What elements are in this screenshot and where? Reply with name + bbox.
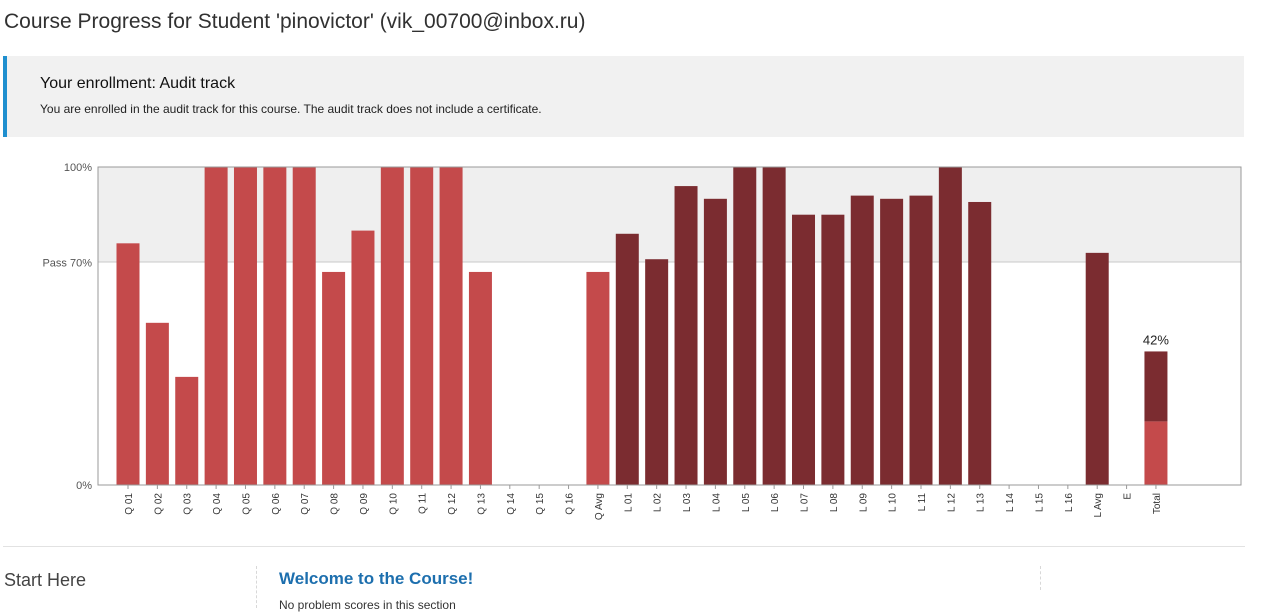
- divider: [3, 546, 1245, 547]
- bar-l-12: [938, 167, 962, 485]
- bar-q-03: [175, 376, 199, 485]
- x-tick-label: Q 14: [506, 493, 517, 515]
- bar-l-11: [909, 195, 933, 485]
- x-tick-label: L 15: [1034, 493, 1045, 513]
- x-tick-label: Q 11: [418, 493, 429, 514]
- total-bar-l-segment: [1144, 351, 1168, 422]
- x-tick-label: Q 16: [565, 493, 576, 515]
- x-tick-label: L 04: [711, 493, 722, 513]
- x-tick-label: Q 01: [124, 493, 135, 515]
- x-tick-label: L 11: [917, 493, 928, 512]
- x-tick-label: Q 03: [183, 493, 194, 515]
- enrollment-banner: Your enrollment: Audit track You are enr…: [3, 56, 1244, 137]
- x-tick-label: Q 07: [300, 493, 311, 515]
- plot-frame: [97, 166, 1242, 486]
- bar-l-13: [968, 201, 992, 486]
- bar-q-02: [145, 322, 169, 485]
- subsection-link[interactable]: Welcome to the Course!: [279, 569, 474, 588]
- x-tick-label: L 01: [623, 493, 634, 513]
- bar-l-09: [850, 195, 874, 485]
- x-tick-label: Q 10: [388, 493, 399, 515]
- x-tick-label: L 12: [946, 493, 957, 513]
- y-tick-label: Pass 70%: [42, 257, 92, 269]
- x-tick-label: L 03: [682, 493, 693, 513]
- x-tick-label: Q 08: [330, 493, 341, 515]
- bar-l-08: [821, 214, 845, 485]
- x-tick-label: L 02: [653, 493, 664, 513]
- total-bar-q-segment: [1144, 421, 1168, 485]
- pass-band: [98, 167, 1241, 262]
- bar-q-09: [351, 230, 375, 485]
- grade-chart: 42% 100% Pass 70% 0% Q 01 Q 02 Q 03 Q 04 Q 05 Q…: [42, 162, 1242, 520]
- bar-l-03: [674, 186, 698, 485]
- page-title: Course Progress for Student 'pinovictor'…: [4, 10, 586, 33]
- x-tick-label: L 09: [858, 493, 869, 513]
- x-tick-label: Q 02: [153, 493, 164, 515]
- bar-q-04: [204, 167, 228, 485]
- bar-l-avg: [1085, 252, 1109, 485]
- no-scores-text: No problem scores in this section: [279, 598, 456, 612]
- enrollment-title: Your enrollment: Audit track: [40, 75, 236, 92]
- bar-q-01: [116, 243, 140, 485]
- y-tick-label: 0%: [76, 480, 92, 492]
- chapter-title: Start Here: [4, 570, 87, 590]
- bar-l-10: [880, 198, 904, 486]
- x-tick-label: L Avg: [1093, 493, 1104, 517]
- bar-q-05: [233, 167, 257, 485]
- x-tick-label: Q 04: [212, 493, 223, 515]
- bar-q-08: [322, 271, 346, 485]
- x-tick-label: Q 09: [359, 493, 370, 515]
- x-tick-label: L 07: [800, 493, 811, 513]
- x-tick-label: Total: [1152, 493, 1163, 514]
- bar-q-13: [468, 271, 492, 485]
- bar-q-10: [380, 167, 404, 485]
- bar-l-06: [762, 167, 786, 485]
- x-tick-label: Q 15: [535, 493, 546, 515]
- bar-l-04: [703, 198, 727, 486]
- x-tick-label: L 14: [1005, 493, 1016, 513]
- x-tick-label: Q 12: [447, 493, 458, 515]
- bar-q-07: [292, 167, 316, 485]
- y-tick-label: 100%: [64, 162, 92, 174]
- x-tick-label: E: [1123, 493, 1134, 500]
- bar-q-12: [439, 167, 463, 485]
- bar-q-06: [263, 167, 287, 485]
- x-tick-label: L 05: [741, 493, 752, 513]
- total-data-label: 42%: [1143, 332, 1169, 347]
- x-tick-label: Q 13: [476, 493, 487, 515]
- x-tick-label: L 16: [1064, 493, 1075, 513]
- x-tick-label: L 08: [829, 493, 840, 513]
- column-separator: [256, 566, 257, 608]
- x-tick-label: Q Avg: [594, 493, 605, 520]
- x-tick-label: L 10: [888, 493, 899, 513]
- x-tick-label: L 06: [770, 493, 781, 513]
- bar-l-01: [615, 233, 639, 485]
- bar-l-07: [792, 214, 816, 485]
- column-separator: [1040, 566, 1041, 590]
- bar-q-11: [410, 167, 434, 485]
- bar-l-05: [733, 167, 757, 485]
- bar-q-avg: [586, 271, 610, 485]
- bar-l-02: [645, 259, 669, 485]
- enrollment-message: You are enrolled in the audit track for …: [40, 102, 542, 116]
- x-tick-label: L 13: [976, 493, 987, 513]
- x-tick-label: Q 05: [241, 493, 252, 515]
- x-tick-label: Q 06: [271, 493, 282, 515]
